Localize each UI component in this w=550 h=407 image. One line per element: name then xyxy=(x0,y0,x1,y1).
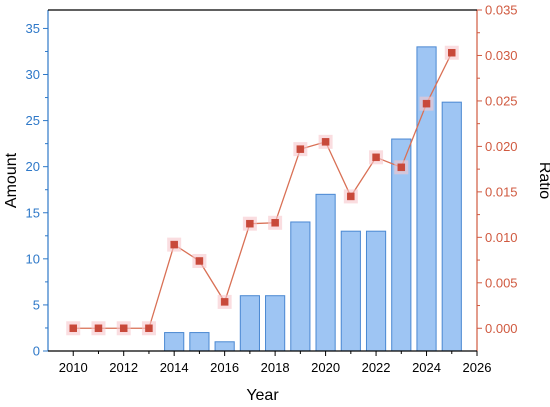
ratio-marker-2013 xyxy=(141,321,156,336)
bar-2020 xyxy=(315,193,336,352)
y2-tick-label: 0.000 xyxy=(485,321,518,336)
x-axis-title: Year xyxy=(246,387,279,404)
y2-tick-label: 0.025 xyxy=(485,93,518,108)
bar-2022 xyxy=(365,230,387,352)
bars-layer xyxy=(164,46,462,352)
marker-square xyxy=(69,324,77,333)
ratio-marker-2020 xyxy=(318,134,333,149)
x-tick-label: 2026 xyxy=(463,360,492,375)
y2-tick-label: 0.010 xyxy=(485,230,518,245)
ratio-marker-2022 xyxy=(369,150,384,165)
ratio-marker-2019 xyxy=(293,142,308,157)
bar-2019 xyxy=(290,221,311,352)
marker-square xyxy=(145,324,153,333)
marker-square xyxy=(220,298,229,306)
y-tick-label: 35 xyxy=(26,21,40,36)
y2-tick-label: 0.035 xyxy=(485,3,518,18)
bar-2014 xyxy=(164,332,185,352)
ratio-marker-2021 xyxy=(343,189,358,204)
marker-square xyxy=(321,138,330,146)
marker-square xyxy=(94,324,103,333)
ratio-marker-2011 xyxy=(91,321,106,336)
ratio-marker-2024 xyxy=(419,96,434,111)
marker-square xyxy=(397,163,406,172)
y-tick-label: 25 xyxy=(26,113,40,128)
bar-2015 xyxy=(189,332,210,352)
ratio-marker-2018 xyxy=(268,215,283,230)
axes-layer xyxy=(47,9,478,352)
x-tick-label: 2018 xyxy=(261,360,290,375)
marker-square xyxy=(422,99,431,108)
ratio-markers-layer xyxy=(66,45,459,336)
y-tick-label: 10 xyxy=(26,251,40,266)
ratio-line-layer xyxy=(73,52,453,329)
bar-2016 xyxy=(214,341,235,352)
x-tick-label: 2022 xyxy=(362,360,391,375)
bar-2017 xyxy=(239,295,260,352)
marker-square xyxy=(271,219,279,227)
ratio-marker-2023 xyxy=(394,160,409,175)
labels-layer: 0 5 10 15 20 25 30 35 0.000 0.005 0.010 0.015 0.020 0… xyxy=(26,3,518,376)
marker-square xyxy=(372,153,380,162)
ratio-marker-2012 xyxy=(116,321,131,336)
bar-2025 xyxy=(441,101,462,352)
marker-square xyxy=(347,192,355,201)
x-tick-label: 2012 xyxy=(109,360,138,375)
y-tick-label: 30 xyxy=(26,67,40,82)
bar-2024 xyxy=(416,46,437,352)
ratio-marker-2017 xyxy=(242,216,257,231)
y-tick-label: 0 xyxy=(33,344,40,359)
ratio-marker-2010 xyxy=(66,321,81,336)
y-axis-title: Amount xyxy=(3,152,20,208)
y-tick-label: 15 xyxy=(26,205,40,220)
ratio-marker-2015 xyxy=(192,253,207,268)
marker-square xyxy=(296,145,305,153)
bar-2021 xyxy=(340,230,361,352)
x-tick-label: 2024 xyxy=(412,360,441,375)
marker-square xyxy=(170,240,178,249)
y2-tick-label: 0.030 xyxy=(485,48,518,63)
ticks-layer xyxy=(43,9,482,356)
x-tick-label: 2016 xyxy=(210,360,239,375)
marker-square xyxy=(246,219,254,228)
y2-tick-label: 0.005 xyxy=(485,275,518,290)
ratio-marker-2014 xyxy=(167,237,182,252)
y-tick-label: 5 xyxy=(33,297,40,312)
marker-square xyxy=(448,48,456,57)
y2-tick-label: 0.015 xyxy=(485,184,518,199)
y2-axis-title: Ratio xyxy=(536,162,550,199)
marker-square xyxy=(119,324,128,333)
x-tick-label: 2014 xyxy=(160,360,189,375)
x-tick-label: 2020 xyxy=(311,360,340,375)
y2-tick-label: 0.020 xyxy=(485,139,518,154)
ratio-marker-2016 xyxy=(217,294,232,309)
ratio-line xyxy=(73,52,453,329)
marker-square xyxy=(195,257,204,265)
bar-2018 xyxy=(265,295,286,352)
y-tick-label: 20 xyxy=(26,159,40,174)
ratio-marker-2025 xyxy=(444,45,459,60)
x-tick-label: 2010 xyxy=(59,360,88,375)
